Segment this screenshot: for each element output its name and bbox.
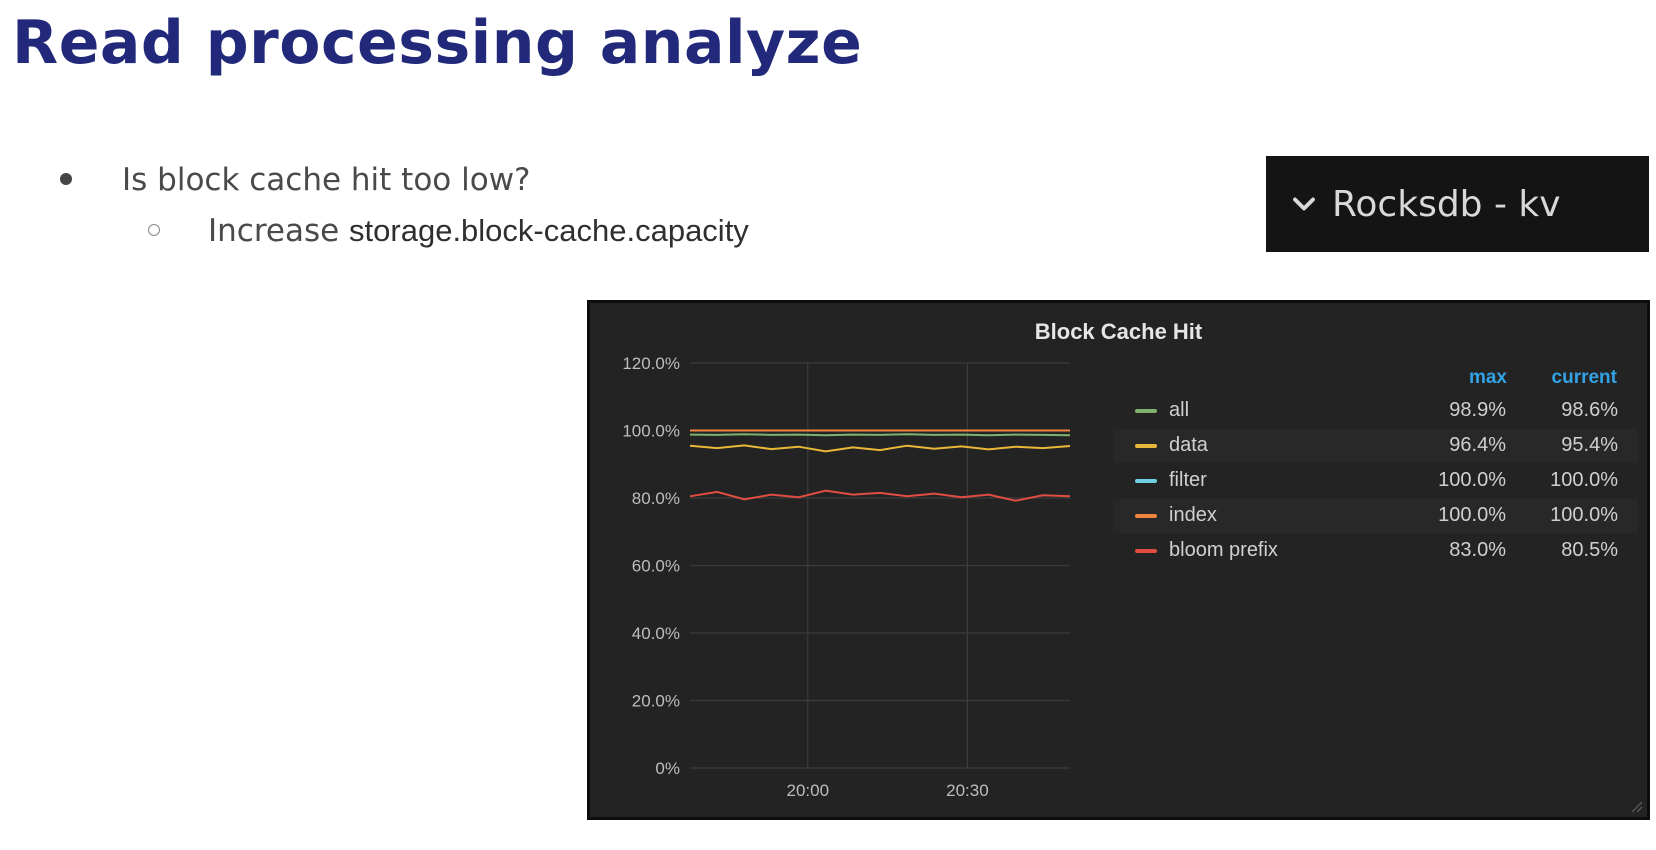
legend-item-bloom-prefix[interactable]: bloom prefix 83.0% 80.5%: [1113, 534, 1638, 568]
sub-bullet-item: Increase storage.block-cache.capacity: [148, 213, 749, 249]
x-tick-label: 20:00: [787, 781, 830, 800]
legend-swatch: [1135, 514, 1157, 518]
legend-max: 96.4%: [1449, 434, 1506, 456]
bullet-text: Is block cache hit too low?: [122, 162, 531, 198]
legend-name: data: [1169, 434, 1208, 456]
y-tick-label: 60.0%: [632, 557, 680, 576]
y-tick-label: 20.0%: [632, 692, 680, 711]
dashboard-row-header[interactable]: Rocksdb - kv: [1266, 156, 1649, 252]
slide-title: Read processing analyze: [12, 8, 863, 78]
sub-bullet-circle-icon: [148, 223, 160, 236]
legend-current: 100.0%: [1550, 504, 1618, 526]
y-tick-label: 40.0%: [632, 624, 680, 643]
legend-max: 83.0%: [1449, 539, 1506, 561]
bullet-dot-icon: [60, 172, 72, 185]
legend-item-index[interactable]: index 100.0% 100.0%: [1113, 499, 1638, 533]
sub-bullet-prefix: Increase: [208, 213, 350, 249]
y-tick-label: 100.0%: [622, 422, 680, 441]
dashboard-row-title: Rocksdb - kv: [1332, 183, 1561, 225]
series-line-data: [689, 444, 1071, 453]
legend-swatch: [1135, 549, 1157, 553]
y-tick-label: 0%: [655, 759, 680, 778]
setting-name: storage.block-cache.capacity: [349, 213, 749, 248]
legend: max current all 98.9% 98.6% data 96.4% 9…: [590, 303, 1647, 817]
y-tick-label: 80.0%: [632, 489, 680, 508]
legend-header-max[interactable]: max: [1468, 367, 1507, 388]
legend-current: 80.5%: [1561, 539, 1618, 561]
series-line-bloom-prefix: [689, 489, 1071, 502]
resize-handle-icon[interactable]: [1629, 799, 1643, 813]
legend-max: 98.9%: [1449, 399, 1506, 421]
legend-name: bloom prefix: [1169, 539, 1278, 561]
legend-item-filter[interactable]: filter 100.0% 100.0%: [1113, 464, 1638, 498]
legend-name: index: [1169, 504, 1217, 526]
bullet-item: Is block cache hit too low?: [60, 162, 531, 198]
legend-item-all[interactable]: all 98.9% 98.6%: [1113, 394, 1638, 428]
series-line-all: [689, 433, 1071, 437]
block-cache-hit-chart[interactable]: 120.0% 100.0% 80.0% 60.0% 40.0% 20.0% 0% 20:00 2…: [590, 303, 1647, 817]
legend-swatch: [1135, 444, 1157, 448]
legend-swatch: [1135, 479, 1157, 483]
legend-header-current[interactable]: current: [1551, 367, 1617, 388]
legend-max: 100.0%: [1438, 469, 1506, 491]
chevron-down-icon[interactable]: [1286, 186, 1322, 222]
y-tick-label: 120.0%: [622, 354, 680, 373]
legend-current: 98.6%: [1561, 399, 1618, 421]
legend-name: filter: [1169, 469, 1207, 491]
legend-current: 100.0%: [1550, 469, 1618, 491]
legend-swatch: [1135, 409, 1157, 413]
legend-name: all: [1169, 399, 1190, 421]
graph-panel[interactable]: Block Cache Hit 120.0% 100.0% 80.0% 60.0% 40…: [587, 300, 1650, 820]
x-tick-label: 20:30: [946, 781, 989, 800]
panel-title[interactable]: Block Cache Hit: [1034, 319, 1203, 344]
legend-item-data[interactable]: data 96.4% 95.4%: [1113, 429, 1638, 463]
legend-max: 100.0%: [1438, 504, 1506, 526]
legend-current: 95.4%: [1561, 434, 1618, 456]
